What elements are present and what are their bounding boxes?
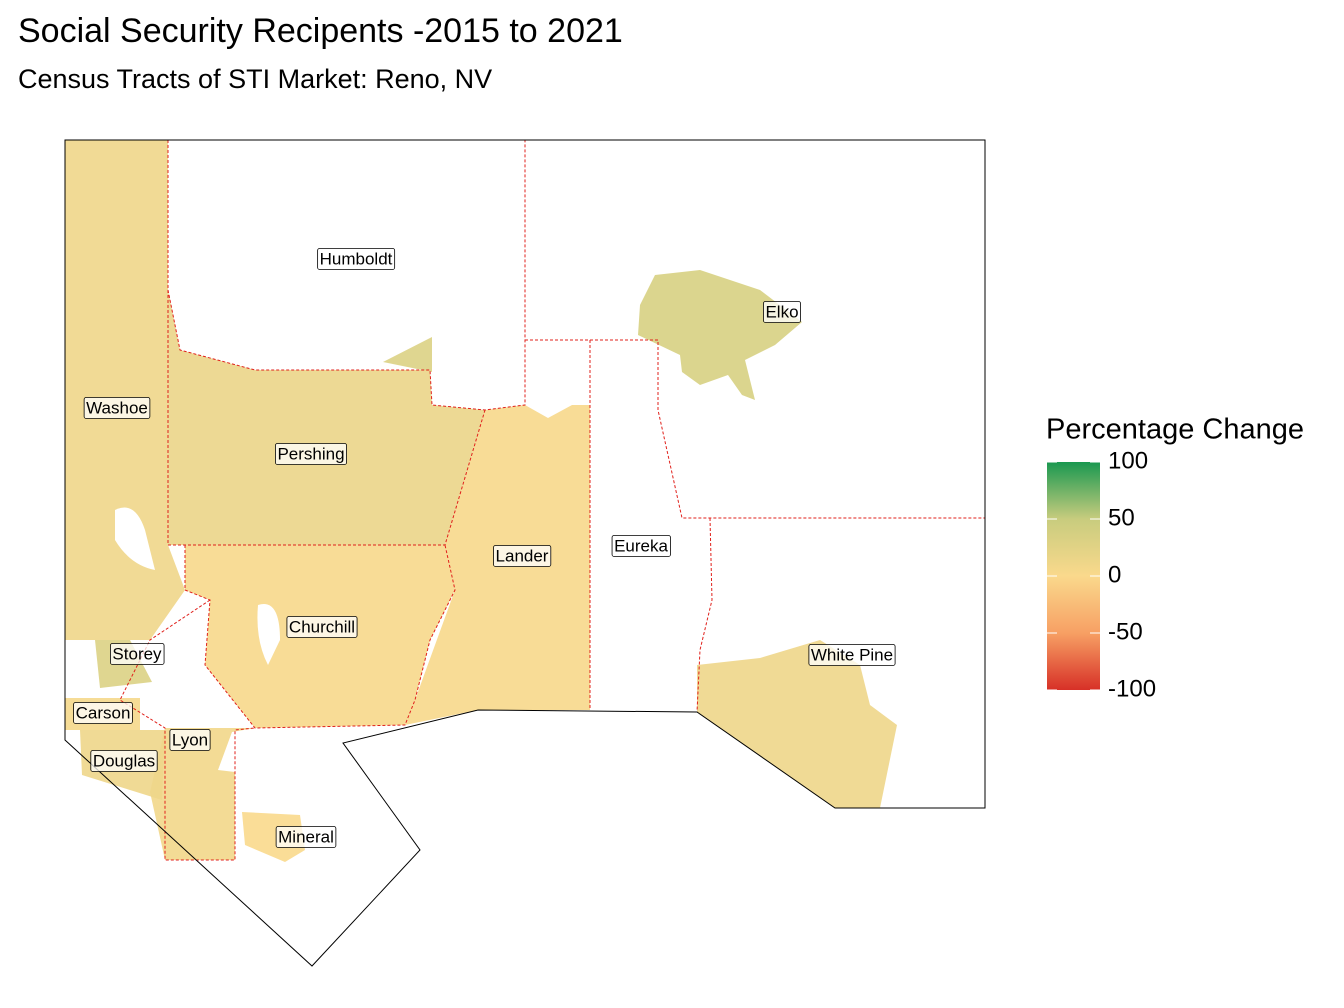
county-boundaries <box>119 140 985 861</box>
county-label: Storey <box>112 644 162 663</box>
label-box <box>763 301 801 323</box>
label-box <box>286 616 358 638</box>
county-label: Douglas <box>93 751 155 770</box>
legend-title: Percentage Change <box>1046 414 1304 446</box>
county-label: Carson <box>76 703 131 722</box>
legend-tick-label: -100 <box>1108 675 1156 702</box>
legend-tick-label: 100 <box>1108 447 1148 474</box>
tract-area <box>242 812 305 862</box>
lake-holes <box>115 507 280 715</box>
tract-area <box>65 140 185 640</box>
label-box <box>83 397 151 419</box>
county-label: Elko <box>765 302 798 321</box>
tract-area <box>168 290 485 545</box>
label-box <box>611 535 671 557</box>
county-labels: Humboldt Elko Washoe Pershing Lander Eur… <box>73 248 896 848</box>
regions <box>65 140 897 862</box>
county-label: Mineral <box>278 827 334 846</box>
label-box <box>493 545 552 567</box>
county-label: Washoe <box>86 398 148 417</box>
state-outline <box>64 139 986 967</box>
legend-tick-label: 0 <box>1108 561 1121 588</box>
label-box <box>275 443 347 465</box>
county-label: Lander <box>496 546 549 565</box>
subtitle: Census Tracts of STI Market: Reno, NV <box>18 64 492 94</box>
tract-area <box>383 337 432 372</box>
legend-tick-label: 50 <box>1108 504 1135 531</box>
label-box <box>90 750 158 772</box>
legend-tick-label: -50 <box>1108 618 1143 645</box>
label-box <box>808 644 896 666</box>
county-label: Churchill <box>289 617 355 636</box>
label-box <box>110 643 165 665</box>
county-label: Humboldt <box>320 249 393 268</box>
label-box <box>317 248 396 270</box>
county-label: Lyon <box>172 730 208 749</box>
label-box <box>73 702 133 724</box>
tract-area <box>150 728 255 860</box>
label-box <box>275 826 337 848</box>
county-label: White Pine <box>811 645 893 664</box>
county-label: Eureka <box>614 536 668 555</box>
county-label: Pershing <box>277 444 344 463</box>
tract-area <box>697 640 897 808</box>
tract-area <box>638 270 802 400</box>
title: Social Security Recipents -2015 to 2021 <box>18 12 623 50</box>
label-box <box>169 729 211 751</box>
